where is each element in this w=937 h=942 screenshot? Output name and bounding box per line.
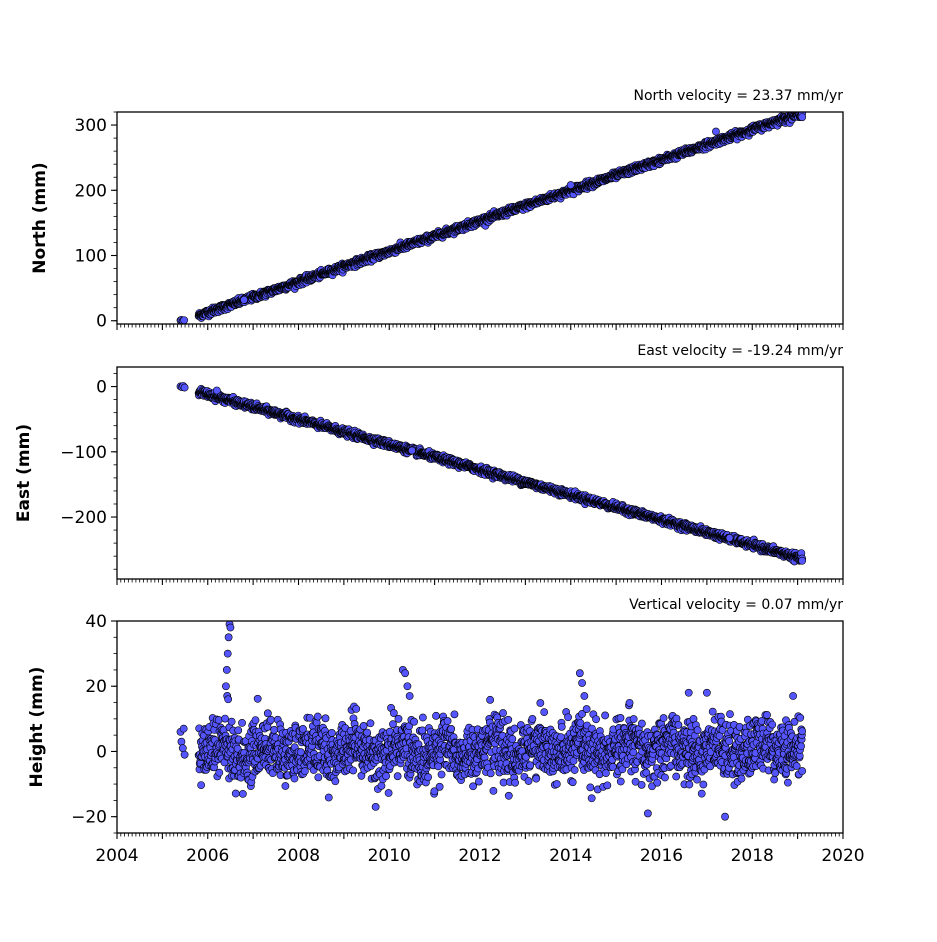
north-point-2207	[799, 114, 806, 121]
height-point-73	[215, 716, 222, 723]
north-point-2205	[567, 181, 574, 188]
north-point-2204	[712, 128, 719, 135]
height-point-96	[221, 715, 228, 722]
north-velocity-title: North velocity = 23.37 mm/yr	[633, 88, 843, 104]
east-y-tick-label: 0	[96, 378, 107, 398]
height-points	[177, 621, 806, 821]
height-point-120	[228, 718, 235, 725]
east-y-ticks: −200 −100 0	[60, 374, 117, 570]
north-points	[177, 107, 806, 324]
east-point-2205	[408, 447, 415, 454]
east-y-axis-label: East (mm)	[14, 424, 34, 522]
east-point-2206	[726, 534, 733, 541]
north-y-axis-label: North (mm)	[30, 162, 50, 273]
height-point-9	[198, 782, 205, 789]
north-point-2206	[240, 296, 247, 303]
east-panel: −200 −100 0 East velocity = -19.24 mm/yr E…	[14, 343, 843, 585]
east-y-tick-label: −100	[60, 443, 107, 463]
east-velocity-title: East velocity = -19.24 mm/yr	[637, 343, 843, 359]
north-y-tick-label: 300	[75, 116, 107, 136]
north-y-tick-label: 200	[75, 181, 107, 201]
east-point-2204	[213, 387, 220, 394]
north-y-ticks: 0 100 200 300	[75, 112, 117, 332]
north-point-2203	[181, 317, 188, 324]
height-point-75	[216, 769, 223, 776]
north-y-tick-label: 0	[96, 312, 107, 332]
east-x-ticks	[117, 579, 843, 585]
north-y-tick-label: 100	[75, 247, 107, 267]
east-point-2203	[181, 384, 188, 391]
east-points	[177, 382, 806, 565]
north-x-ticks	[117, 324, 843, 330]
east-point-2207	[799, 557, 806, 564]
east-y-tick-label: −200	[60, 508, 107, 528]
